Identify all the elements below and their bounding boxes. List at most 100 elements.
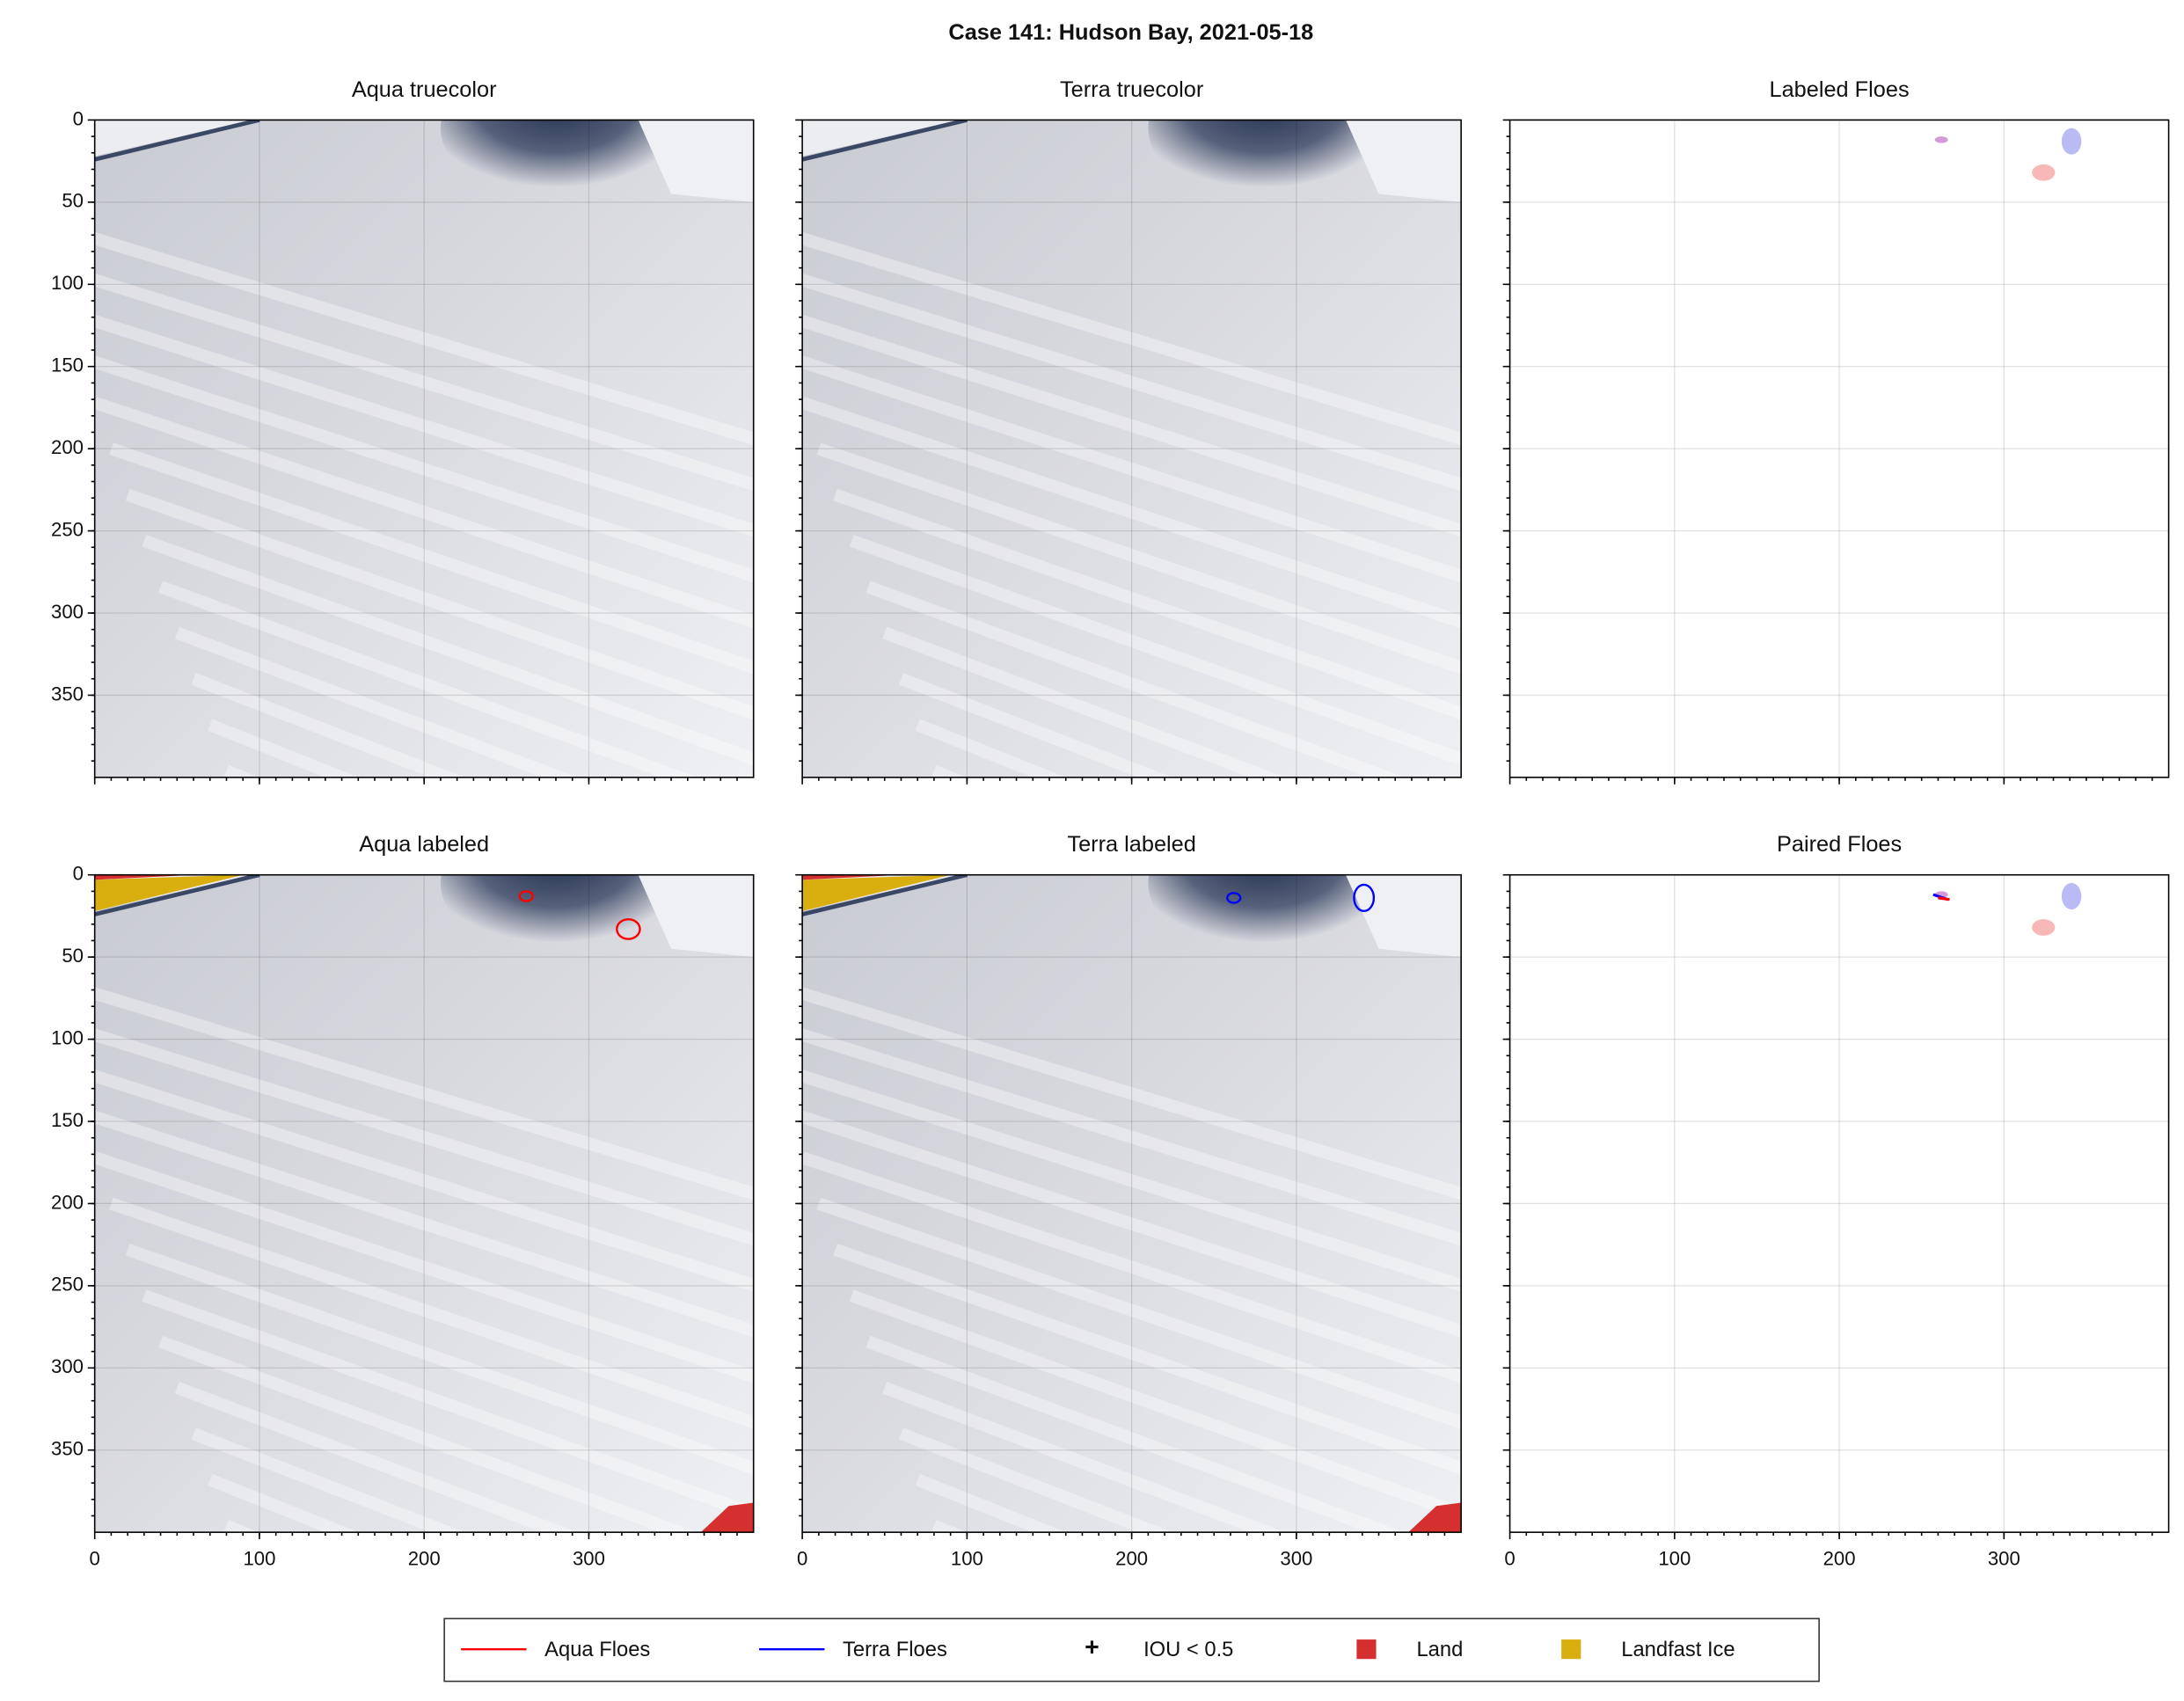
panel bbox=[802, 874, 1462, 1533]
floe bbox=[2061, 128, 2082, 155]
open-water bbox=[440, 120, 672, 203]
cloud-streak bbox=[191, 673, 465, 777]
cloud-streak bbox=[915, 1473, 1067, 1533]
x-tick-label: 300 bbox=[1988, 1548, 2020, 1570]
x-tick-label: 200 bbox=[408, 1548, 441, 1570]
x-tick-label: 300 bbox=[573, 1548, 605, 1570]
cloud-streak bbox=[191, 1427, 465, 1533]
y-tick-label: 250 bbox=[51, 518, 84, 540]
cloud-streak bbox=[802, 273, 1462, 492]
coast-edge bbox=[94, 120, 260, 162]
terra-floe bbox=[1353, 883, 1376, 913]
panel-bg bbox=[1509, 874, 2169, 1533]
cloud-streak bbox=[94, 1069, 754, 1292]
coast-edge bbox=[802, 874, 968, 916]
x-tick-label: 200 bbox=[1115, 1548, 1148, 1570]
sea-ice bbox=[1346, 120, 1462, 202]
cloud-streak bbox=[802, 1110, 1462, 1338]
panel-title: Terra truecolor bbox=[1060, 77, 1204, 102]
cloud-streak bbox=[94, 231, 754, 446]
cloud-streak bbox=[849, 1289, 1462, 1521]
land bbox=[1408, 1502, 1462, 1533]
x-tick-label: 100 bbox=[243, 1548, 275, 1570]
cloud-streak bbox=[802, 314, 1462, 537]
cloud-streak bbox=[833, 1244, 1462, 1475]
panel bbox=[1509, 874, 2169, 1533]
panel-frame bbox=[801, 873, 1462, 1533]
floe bbox=[2032, 164, 2056, 181]
legend-label: Aqua Floes bbox=[544, 1638, 650, 1661]
x-tick-label: 100 bbox=[1658, 1548, 1691, 1570]
cloud-streak bbox=[109, 442, 754, 675]
sea-ice bbox=[638, 874, 754, 958]
cloud-streak bbox=[94, 1151, 754, 1383]
y-tick-label: 350 bbox=[51, 683, 84, 704]
cloud-streak bbox=[802, 397, 1462, 629]
cloud-streak bbox=[94, 1110, 754, 1338]
x-tick-label: 300 bbox=[1280, 1548, 1312, 1570]
cloud-streak bbox=[802, 1028, 1462, 1246]
y-tick-label: 50 bbox=[62, 190, 84, 212]
open-water bbox=[1148, 120, 1379, 203]
legend-label: IOU < 0.5 bbox=[1143, 1638, 1233, 1661]
y-tick-label: 150 bbox=[51, 354, 84, 376]
y-tick-label: 100 bbox=[51, 272, 84, 294]
panel-title: Labeled Floes bbox=[1770, 77, 1910, 102]
floe bbox=[2061, 883, 2082, 909]
panel-bg bbox=[1509, 120, 2169, 777]
panel-frame bbox=[801, 119, 1462, 778]
cloud-streak bbox=[802, 231, 1462, 446]
cloud-streak bbox=[849, 535, 1462, 766]
cloud-streak bbox=[158, 580, 698, 777]
cloud-streak bbox=[898, 1427, 1173, 1533]
legend-label: Land bbox=[1416, 1638, 1463, 1661]
cloud-streak bbox=[142, 535, 754, 766]
cloud-streak bbox=[158, 1335, 698, 1533]
panel-frame bbox=[93, 119, 755, 778]
cloud-streak bbox=[94, 397, 754, 629]
y-tick-label: 50 bbox=[62, 945, 84, 967]
cloud-streak bbox=[866, 1335, 1406, 1533]
cloud-streak bbox=[802, 987, 1462, 1201]
panel bbox=[94, 120, 754, 777]
cloud-streak bbox=[125, 1244, 754, 1475]
cloud-streak bbox=[174, 1382, 578, 1533]
cloud-streak bbox=[882, 626, 1286, 777]
cloud-streak bbox=[898, 673, 1173, 777]
panel bbox=[94, 874, 754, 1533]
coast bbox=[802, 120, 960, 157]
open-water bbox=[440, 874, 672, 958]
satellite-image bbox=[94, 120, 754, 777]
cloud-streak bbox=[142, 1289, 754, 1521]
y-tick-label: 100 bbox=[51, 1026, 84, 1048]
cloud-streak bbox=[94, 987, 754, 1201]
cloud-streak bbox=[94, 1028, 754, 1246]
x-tick-label: 0 bbox=[797, 1548, 807, 1570]
floe bbox=[1934, 136, 1948, 143]
legend-square bbox=[1561, 1639, 1581, 1660]
y-tick-label: 200 bbox=[51, 436, 84, 458]
coast-edge bbox=[94, 874, 260, 916]
cloud-streak bbox=[94, 314, 754, 537]
aqua-floe bbox=[616, 917, 641, 940]
y-tick-label: 300 bbox=[51, 1355, 84, 1377]
panel bbox=[802, 120, 1462, 777]
cloud-streak bbox=[882, 1382, 1286, 1533]
terra-floe bbox=[1226, 892, 1242, 904]
cloud-streak bbox=[125, 488, 754, 720]
satellite-image bbox=[94, 874, 754, 1533]
cloud-streak bbox=[109, 1197, 754, 1429]
open-water bbox=[1148, 874, 1379, 958]
cloud-streak bbox=[816, 442, 1462, 675]
land bbox=[94, 874, 194, 880]
floe-pair bbox=[1938, 896, 1950, 902]
panel-title: Terra labeled bbox=[1067, 832, 1195, 857]
y-tick-label: 0 bbox=[73, 107, 84, 129]
y-tick-label: 0 bbox=[73, 863, 84, 885]
panel-title: Aqua truecolor bbox=[352, 77, 497, 102]
sea-ice bbox=[638, 120, 754, 202]
coast-edge bbox=[802, 120, 968, 162]
y-tick-label: 200 bbox=[51, 1191, 84, 1213]
satellite-image bbox=[802, 874, 1462, 1533]
